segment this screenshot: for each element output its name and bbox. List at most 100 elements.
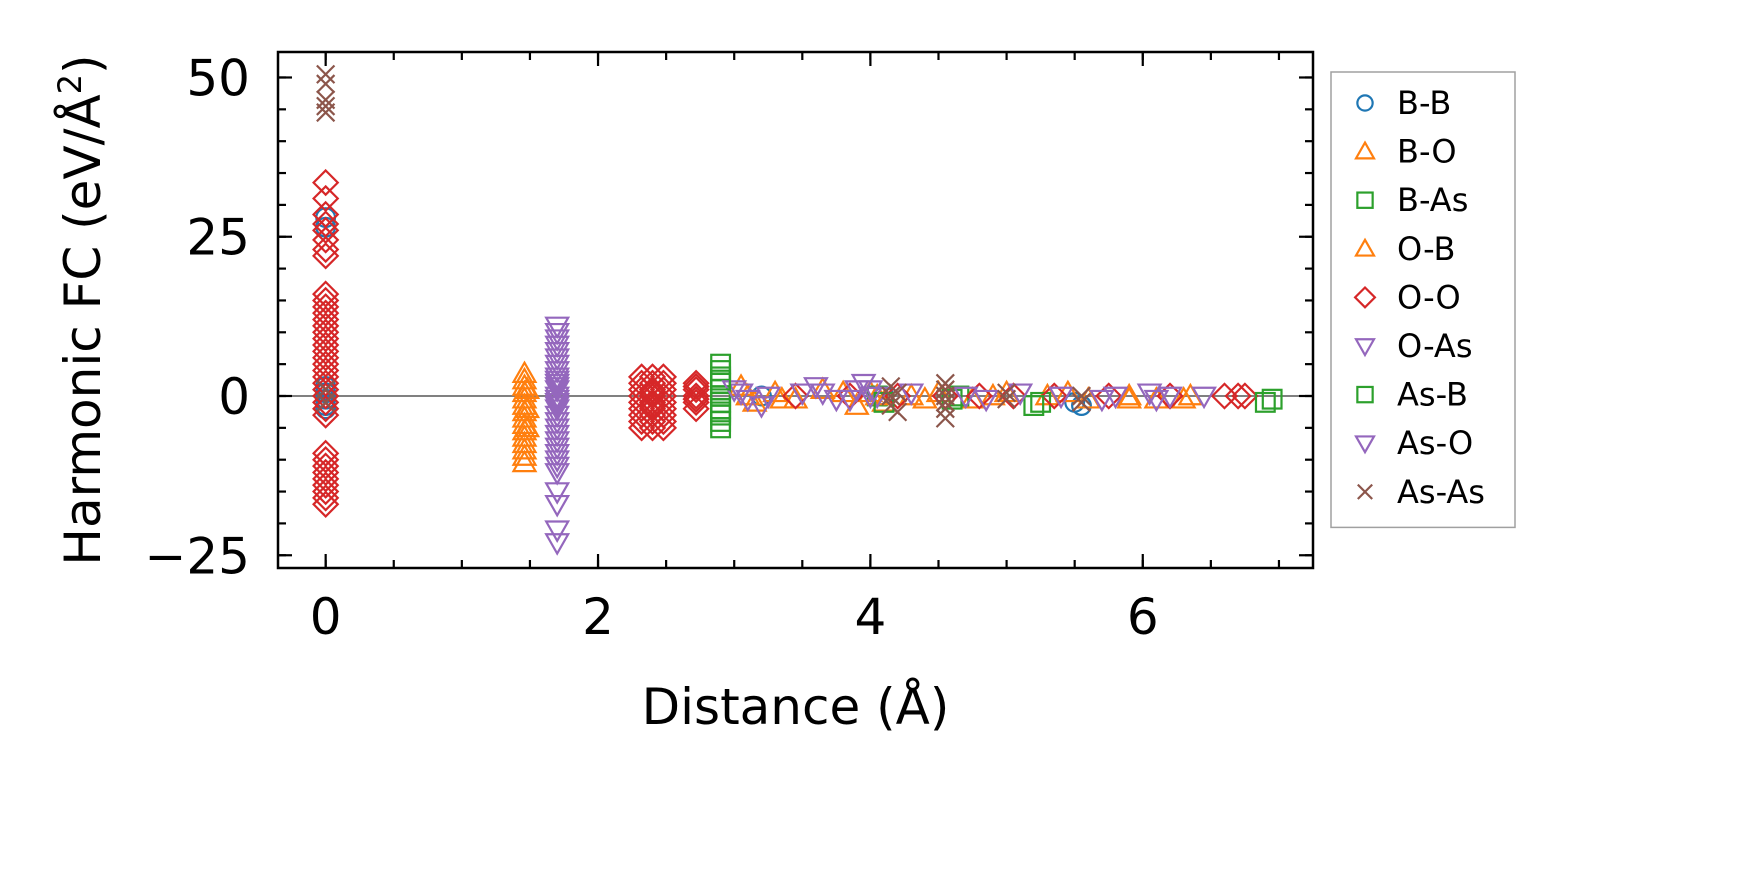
data-point-as-as (997, 389, 1017, 409)
data-point-o-o (312, 226, 340, 254)
data-point-as-o (1102, 386, 1129, 410)
data-point-as-o (1143, 389, 1170, 413)
data-point-b-o (1170, 385, 1197, 409)
legend-item-b-o: B-O (1354, 133, 1457, 171)
data-point-as-as (935, 392, 955, 412)
legend-label: As-O (1397, 424, 1473, 462)
data-point-o-o (682, 385, 710, 413)
data-point-as-o (857, 386, 884, 410)
legend-marker-o-as (1354, 338, 1376, 358)
axes-frame (276, 50, 1315, 570)
series-as-as (316, 64, 1092, 428)
data-point-o-as (544, 393, 571, 416)
y-tick-label: 0 (218, 368, 250, 426)
data-point-b-o (511, 443, 538, 466)
data-point-as-as (935, 399, 955, 419)
data-point-o-b (911, 385, 938, 409)
legend-marker-as-as (1357, 483, 1373, 500)
data-point-o-as (544, 348, 571, 371)
data-point-as-as (316, 392, 336, 412)
data-point-b-o (809, 376, 836, 399)
data-point-o-as (544, 437, 571, 461)
data-point-o-as (544, 450, 571, 473)
data-point-o-o (1210, 382, 1239, 410)
data-point-o-o (312, 471, 340, 499)
legend-label: As-B (1397, 376, 1468, 414)
x-tick-label: 4 (854, 588, 886, 646)
data-point-o-o (1040, 382, 1068, 410)
data-point-o-o (312, 242, 340, 270)
legend-marker-b-o (1354, 140, 1376, 160)
data-point-o-o (312, 395, 340, 423)
data-point-o-as (728, 383, 754, 407)
data-point-o-o (649, 414, 678, 442)
data-point-o-o (312, 168, 340, 197)
data-point-o-o (682, 388, 710, 417)
series-o-o (312, 168, 1259, 518)
legend-item-b-as: B-As (1356, 181, 1468, 219)
data-point-o-o (1231, 382, 1259, 410)
data-point-o-as (544, 520, 571, 543)
data-point-o-as (544, 443, 571, 467)
series-as-o (755, 383, 1217, 413)
data-point-o-as (544, 405, 571, 429)
data-point-o-as (544, 399, 571, 422)
data-point-as-as (316, 74, 336, 94)
data-point-o-as (857, 380, 884, 403)
axis-tick-labels: 0 2 4 6 −25 0 25 50 (144, 49, 1158, 646)
data-point-as-as (1071, 386, 1092, 406)
legend-label: As-As (1397, 473, 1485, 511)
data-point-o-as (850, 373, 877, 397)
data-point-o-o (312, 382, 340, 410)
data-point-o-as (544, 418, 571, 442)
data-point-as-o (823, 389, 850, 413)
data-point-o-as (544, 533, 571, 556)
data-point-o-as (748, 396, 775, 419)
data-point-as-as (997, 383, 1017, 403)
data-point-as-o (1191, 386, 1217, 410)
y-tick-label: 50 (186, 49, 250, 107)
legend-item-o-o: O-O (1353, 278, 1461, 316)
y-axis-label-close: ) (54, 54, 112, 74)
data-point-as-as (316, 102, 336, 123)
data-point-o-as (544, 342, 571, 365)
data-point-o-as (544, 463, 571, 486)
data-point-b-b (315, 398, 337, 420)
legend-label: O-O (1397, 278, 1461, 316)
data-point-o-o (649, 401, 678, 429)
legend-label: B-O (1397, 133, 1457, 171)
legend-item-as-b: As-B (1356, 376, 1468, 414)
y-axis-label-main: Harmonic FC (eV/Å (54, 94, 112, 565)
data-point-as-o (952, 386, 979, 410)
data-point-o-as (544, 373, 571, 397)
legend-label: O-B (1397, 230, 1455, 268)
legend-marker-as-b (1356, 385, 1374, 404)
legend-item-o-as: O-As (1354, 327, 1472, 365)
data-point-b-as (710, 417, 732, 439)
y-tick-label: −25 (144, 527, 250, 585)
data-point-o-o (312, 484, 340, 512)
data-point-b-o (741, 389, 768, 412)
data-point-o-o (312, 477, 340, 506)
data-point-o-as (544, 396, 571, 419)
x-axis-label: Distance (Å) (642, 678, 950, 736)
data-point-o-b (734, 382, 761, 406)
legend-marker-b-b (1356, 94, 1374, 112)
data-point-as-as (1071, 392, 1092, 412)
x-tick-label: 0 (310, 588, 342, 646)
data-point-as-as (316, 64, 336, 84)
data-point-as-o (1089, 389, 1115, 413)
legend-item-as-o: As-O (1354, 424, 1473, 462)
data-point-as-b (710, 401, 732, 423)
data-point-o-as (544, 329, 571, 352)
data-point-o-o (312, 235, 340, 264)
data-point-o-as (544, 456, 571, 480)
data-point-o-o (649, 395, 678, 423)
data-point-as-o (1007, 383, 1034, 407)
data-point-b-o (843, 392, 870, 415)
legend-item-o-b: O-B (1354, 230, 1455, 268)
data-point-o-b (514, 414, 541, 438)
data-point-o-as (544, 335, 571, 359)
data-point-o-b (768, 385, 795, 409)
data-point-as-as (316, 96, 336, 116)
